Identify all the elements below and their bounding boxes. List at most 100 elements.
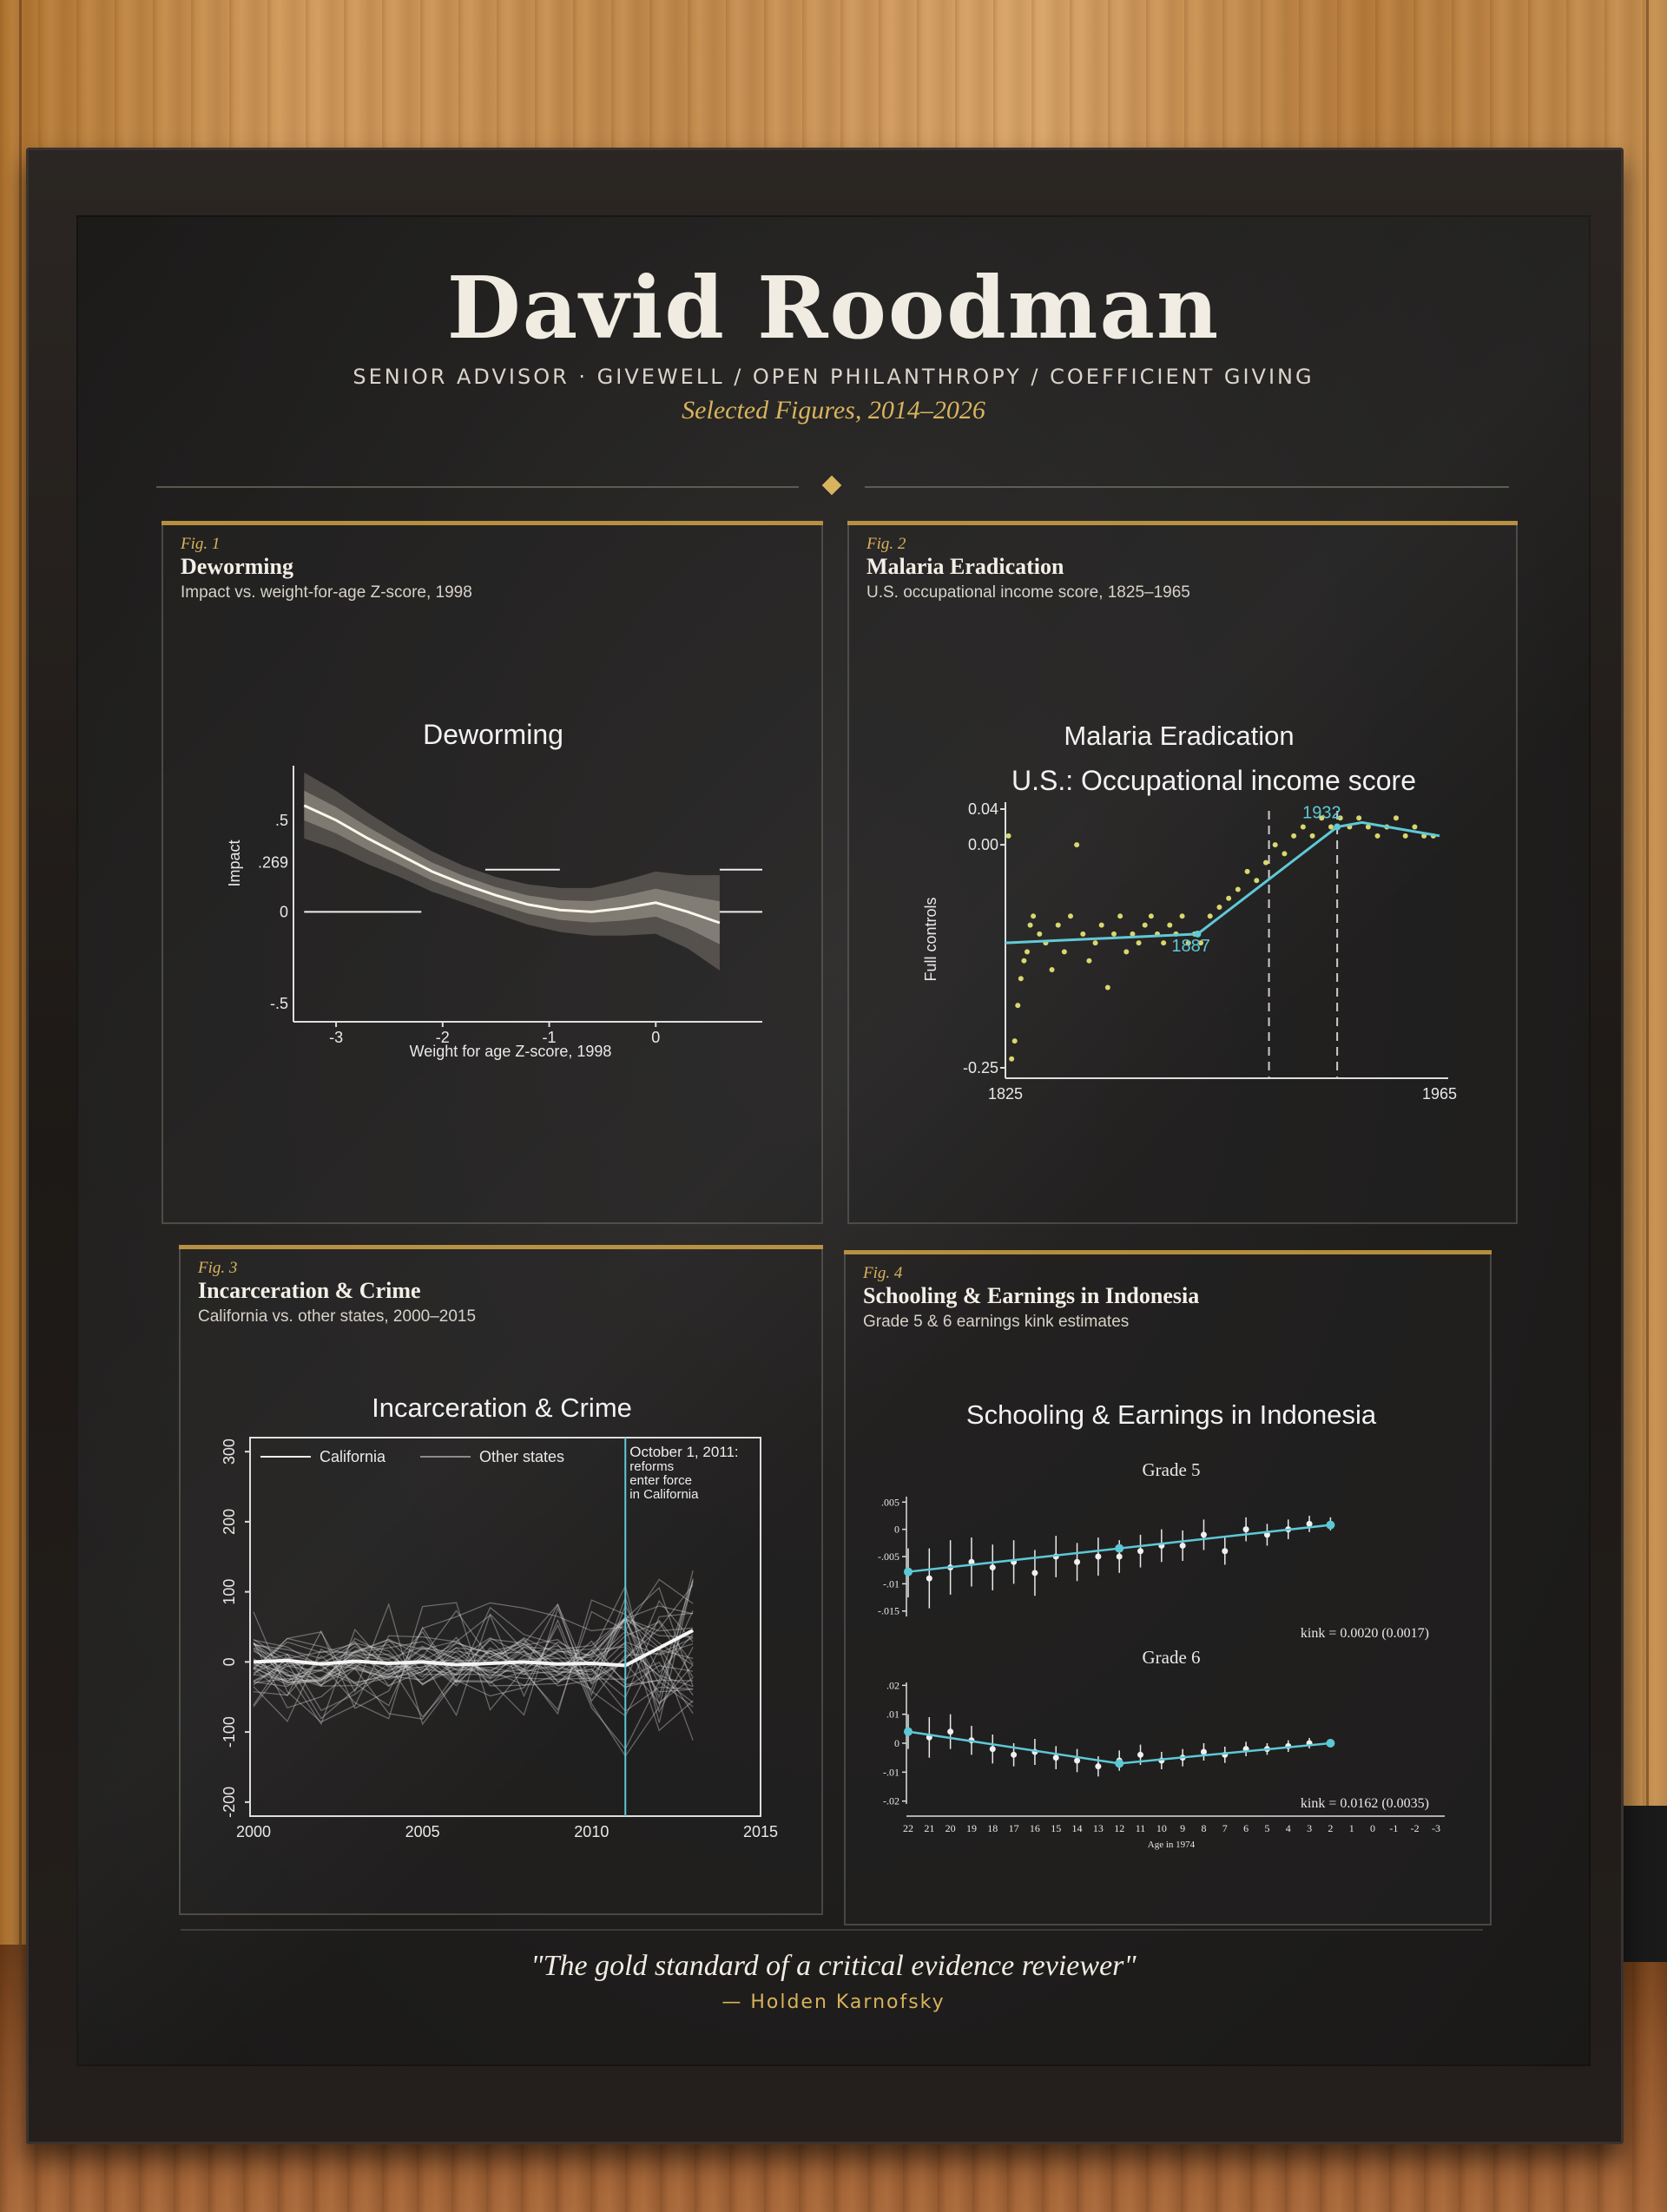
data-point [1055, 922, 1061, 928]
other-state-line [253, 1636, 694, 1689]
data-point [1142, 922, 1148, 928]
panel-title: Schooling & Earnings in Indonesia [863, 1283, 1200, 1308]
chart-title: Malaria Eradication [1064, 721, 1294, 751]
x-tick-label: -3 [329, 1029, 343, 1046]
y-tick-label: -0.25 [963, 1059, 998, 1076]
estimate-point [989, 1564, 996, 1571]
knot-marker [1326, 1739, 1335, 1748]
data-point [1226, 895, 1232, 901]
poster-role: SENIOR ADVISOR · GIVEWELL / OPEN PHILANT… [353, 365, 1314, 389]
data-point [1216, 905, 1222, 911]
panel-title: Incarceration & Crime [198, 1278, 421, 1303]
x-tick-label: 2010 [574, 1823, 609, 1840]
y-tick-label: 0.00 [968, 836, 998, 853]
estimate-point [989, 1746, 996, 1753]
panel-title: Malaria Eradication [866, 554, 1064, 579]
estimate-point [947, 1728, 954, 1735]
other-state-line [253, 1636, 694, 1715]
kink-annotation: kink = 0.0162 (0.0035) [1301, 1796, 1429, 1811]
estimate-point [1052, 1754, 1059, 1761]
estimate-point [1095, 1553, 1102, 1560]
y-tick-label: -.005 [878, 1550, 899, 1563]
poster: David Roodman SENIOR ADVISOR · GIVEWELL … [76, 215, 1591, 2066]
x-tick-label: 2000 [236, 1823, 271, 1840]
other-state-line [253, 1584, 694, 1687]
other-state-line [253, 1637, 694, 1685]
y-tick-label: 0.04 [968, 800, 998, 818]
other-state-line [253, 1602, 694, 1720]
data-point [1179, 913, 1185, 919]
x-tick-label: 17 [1009, 1822, 1019, 1834]
data-point [1412, 824, 1418, 830]
breakpoint-marker [1194, 930, 1202, 938]
estimate-point [1137, 1751, 1144, 1758]
reform-label: in California [629, 1487, 699, 1502]
reform-label: October 1, 2011: [629, 1444, 738, 1460]
y-tick-label: -200 [221, 1787, 238, 1818]
panel-indonesia: Fig. 4 Schooling & Earnings in Indonesia… [844, 1250, 1492, 1926]
x-tick-label: 0 [651, 1029, 660, 1046]
data-point [1018, 976, 1024, 982]
data-point [1309, 833, 1315, 839]
estimate-point [1200, 1748, 1207, 1755]
data-point [1080, 931, 1086, 937]
x-tick-label: 14 [1072, 1822, 1083, 1834]
y-tick-label: 200 [221, 1509, 238, 1535]
estimate-point [1306, 1520, 1313, 1527]
x-tick-label: -3 [1432, 1822, 1440, 1834]
x-tick-label: 15 [1051, 1822, 1061, 1834]
deworming-chart: Deworming .5 .269 0 -.5 -3 -2 -1 0 Weight for age… [226, 719, 762, 1060]
x-tick-label: 2005 [405, 1823, 440, 1840]
data-point [1068, 913, 1073, 919]
incarceration-chart: Incarceration & Crime October 1, 2011:ref… [221, 1392, 778, 1840]
y-axis-label: Full controls [922, 897, 939, 981]
fig-number: Fig. 3 [198, 1259, 238, 1277]
x-axis-label: Weight for age Z-score, 1998 [410, 1043, 612, 1060]
kink-annotation: kink = 0.0020 (0.0017) [1301, 1626, 1429, 1641]
other-state-line [253, 1586, 694, 1687]
panel-subtitle: Grade 5 & 6 earnings kink estimates [863, 1313, 1130, 1331]
panel-malaria: Fig. 2 Malaria Eradication U.S. occupati… [847, 521, 1518, 1224]
other-state-line [253, 1600, 694, 1686]
x-tick-label: 18 [987, 1822, 998, 1834]
panel-incarceration: Fig. 3 Incarceration & Crime California … [179, 1245, 823, 1915]
data-point [1207, 913, 1213, 919]
subpanel-title: Grade 5 [1142, 1459, 1200, 1480]
other-state-line [253, 1616, 694, 1695]
data-point [1015, 1003, 1021, 1009]
data-point [1263, 859, 1268, 866]
other-state-line [253, 1570, 694, 1757]
x-tick-label: 22 [903, 1822, 913, 1834]
data-point [1300, 824, 1306, 830]
data-point [1021, 958, 1027, 964]
data-point [1104, 984, 1110, 991]
estimate-point [1074, 1757, 1081, 1764]
x-tick-label: 2015 [743, 1823, 778, 1840]
y-tick-label: -.015 [878, 1605, 899, 1617]
poster-selected-figures: Selected Figures, 2014–2026 [682, 396, 985, 425]
data-point [1092, 940, 1098, 946]
estimate-point [1222, 1548, 1229, 1555]
reform-label: enter force [629, 1473, 692, 1488]
x-tick-label: 2 [1328, 1822, 1333, 1834]
y-tick-label: .005 [881, 1496, 899, 1508]
divider-right [865, 486, 1509, 488]
other-state-line [253, 1617, 694, 1667]
data-point [1130, 931, 1136, 937]
panel-subtitle: California vs. other states, 2000–2015 [198, 1307, 477, 1326]
fit-line [1005, 820, 1440, 945]
fig-number: Fig. 1 [181, 535, 221, 553]
data-point [1086, 958, 1092, 964]
y-tick-label: -.01 [883, 1577, 899, 1590]
other-state-line [253, 1578, 694, 1722]
x-tick-label: 4 [1286, 1822, 1291, 1834]
y-tick-label: 0 [221, 1657, 238, 1666]
data-point [1037, 931, 1043, 937]
malaria-chart: Malaria Eradication U.S.: Occupational in… [922, 721, 1457, 1103]
y-tick-label: -.5 [270, 995, 288, 1012]
data-point [1148, 913, 1154, 919]
other-state-line [253, 1603, 694, 1720]
y-tick-label: 0 [280, 903, 288, 920]
legend-california: California [320, 1448, 386, 1465]
confidence-band-inner [304, 790, 720, 945]
